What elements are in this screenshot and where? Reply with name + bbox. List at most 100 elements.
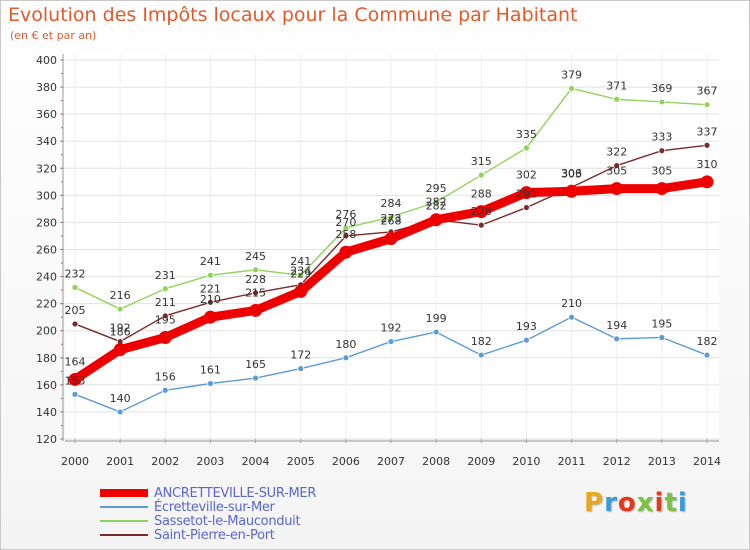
data-point-0 — [68, 372, 82, 386]
data-point-3 — [252, 289, 259, 297]
data-point-2 — [252, 266, 259, 274]
data-label: 245 — [245, 250, 266, 263]
data-label: 273 — [381, 212, 402, 225]
data-point-1 — [207, 380, 214, 387]
data-label: 302 — [516, 169, 537, 182]
data-label: 379 — [561, 68, 582, 81]
data-label: 161 — [200, 364, 221, 377]
y-tick-label: 340 — [36, 135, 57, 148]
data-point-3 — [477, 221, 485, 229]
data-label: 192 — [381, 322, 402, 335]
data-point-1 — [161, 386, 169, 394]
data-point-2 — [477, 171, 485, 179]
data-label: 193 — [516, 320, 537, 333]
data-label: 305 — [651, 165, 672, 178]
data-point-2 — [387, 213, 395, 221]
data-label: 258 — [335, 228, 356, 241]
data-label: 295 — [426, 182, 447, 195]
x-tick-label: 2000 — [61, 455, 89, 468]
data-point-2 — [161, 285, 169, 293]
legend-item-ecretteville: Écretteville-sur-Mer — [100, 499, 316, 515]
data-label: 194 — [606, 319, 627, 332]
data-point-2 — [613, 95, 621, 103]
data-label: 371 — [606, 79, 627, 92]
x-tick-label: 2006 — [332, 455, 360, 468]
data-point-0 — [249, 303, 263, 317]
data-point-1 — [613, 335, 621, 343]
data-label: 284 — [381, 197, 402, 210]
x-tick-label: 2005 — [287, 455, 315, 468]
data-point-0 — [474, 205, 488, 219]
data-label: 153 — [65, 374, 86, 387]
data-point-1 — [568, 313, 575, 321]
data-point-1 — [71, 390, 79, 398]
data-label: 205 — [65, 304, 86, 317]
data-point-1 — [658, 334, 666, 341]
y-tick-label: 320 — [36, 162, 57, 175]
data-label: 195 — [155, 313, 176, 326]
x-tick-label: 2004 — [242, 455, 270, 468]
data-label: 211 — [155, 296, 176, 309]
data-point-0 — [339, 245, 353, 259]
data-label: 192 — [110, 322, 131, 335]
data-point-2 — [207, 271, 214, 279]
data-point-3 — [342, 232, 350, 240]
data-label: 215 — [245, 286, 266, 299]
legend-label: Saint-Pierre-en-Port — [154, 527, 275, 543]
data-label: 221 — [200, 282, 221, 295]
data-label: 282 — [426, 196, 447, 209]
data-label: 216 — [110, 289, 131, 302]
proxiti-logo: Proxiti — [584, 488, 688, 518]
data-label: 315 — [471, 155, 492, 168]
data-label: 282 — [426, 200, 447, 213]
data-point-0 — [384, 232, 398, 246]
data-label: 291 — [516, 188, 537, 201]
data-point-1 — [703, 351, 711, 359]
data-point-3 — [71, 320, 79, 328]
data-point-3 — [703, 141, 711, 149]
legend: ANCRETTEVILLE-SUR-MER Écretteville-sur-M… — [100, 486, 316, 543]
data-label: 180 — [335, 338, 356, 351]
data-label: 270 — [335, 216, 356, 229]
legend-label: Sassetot-le-Mauconduit — [154, 513, 301, 529]
data-label: 210 — [561, 297, 582, 310]
data-label: 232 — [65, 267, 86, 280]
data-label: 305 — [606, 165, 627, 178]
data-label: 322 — [606, 146, 627, 159]
data-label: 337 — [697, 125, 718, 138]
x-tick-label: 2012 — [603, 455, 631, 468]
data-point-1 — [297, 365, 305, 373]
data-label: 369 — [651, 82, 672, 95]
legend-label: Écretteville-sur-Mer — [154, 499, 275, 515]
data-label: 195 — [651, 317, 672, 330]
data-label: 278 — [471, 205, 492, 218]
data-point-1 — [252, 374, 259, 382]
legend-item-saint-pierre: Saint-Pierre-en-Port — [100, 527, 316, 543]
data-point-0 — [519, 186, 533, 200]
data-point-2 — [568, 85, 575, 92]
data-point-3 — [161, 312, 169, 320]
data-label: 268 — [381, 215, 402, 228]
data-point-1 — [432, 328, 440, 336]
x-tick-label: 2009 — [467, 455, 495, 468]
chart-title: Evolution des Impôts locaux pour la Comm… — [8, 4, 578, 26]
data-label: 156 — [155, 370, 176, 383]
y-tick-label: 140 — [36, 406, 57, 419]
y-tick-label: 260 — [36, 244, 57, 257]
y-tick-label: 380 — [36, 81, 57, 94]
data-point-0 — [113, 343, 127, 357]
chart-subtitle: (en € et par an) — [10, 29, 97, 42]
data-label: 186 — [110, 326, 131, 339]
data-label: 182 — [471, 335, 492, 348]
data-point-1 — [116, 408, 124, 416]
data-point-2 — [658, 98, 666, 106]
data-label: 210 — [200, 293, 221, 306]
x-tick-label: 2007 — [377, 455, 405, 468]
x-tick-label: 2014 — [693, 455, 721, 468]
data-label: 241 — [290, 255, 311, 268]
data-point-0 — [158, 330, 172, 344]
y-tick-label: 280 — [36, 216, 57, 229]
data-label: 306 — [561, 167, 582, 180]
data-label: 182 — [697, 335, 718, 348]
